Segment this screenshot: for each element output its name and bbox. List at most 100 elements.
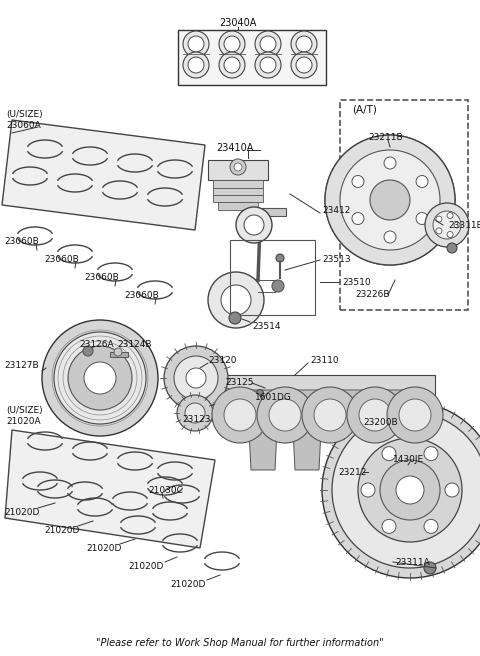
Circle shape (370, 180, 410, 220)
Circle shape (382, 520, 396, 533)
Circle shape (425, 203, 469, 247)
Circle shape (244, 215, 264, 235)
Circle shape (296, 57, 312, 73)
Circle shape (447, 213, 453, 218)
Circle shape (186, 368, 206, 388)
Circle shape (424, 447, 438, 461)
Text: 23110: 23110 (310, 356, 338, 365)
Text: (U/SIZE): (U/SIZE) (6, 110, 43, 119)
Bar (213, 195, 263, 202)
Text: 21030C: 21030C (148, 486, 183, 495)
Circle shape (424, 562, 436, 574)
Text: 23125: 23125 (225, 378, 253, 387)
Circle shape (361, 483, 375, 497)
Circle shape (436, 216, 442, 222)
Polygon shape (5, 430, 215, 548)
Text: 21020D: 21020D (4, 508, 39, 517)
Text: 23126A: 23126A (79, 340, 114, 349)
Bar (258, 208, 286, 216)
Circle shape (219, 52, 245, 78)
Text: (U/SIZE): (U/SIZE) (6, 406, 43, 415)
Circle shape (291, 52, 317, 78)
Text: 21020D: 21020D (170, 580, 205, 589)
Text: 21020D: 21020D (44, 526, 79, 535)
Circle shape (236, 207, 272, 243)
Circle shape (322, 402, 480, 578)
Circle shape (399, 399, 431, 431)
Bar (178, 30, 326, 85)
Circle shape (208, 272, 264, 328)
Circle shape (276, 254, 284, 262)
Text: 23514: 23514 (252, 322, 280, 331)
Circle shape (260, 57, 276, 73)
Text: 23060B: 23060B (4, 237, 39, 246)
Circle shape (83, 346, 93, 356)
Text: 23212: 23212 (338, 468, 366, 477)
Circle shape (387, 387, 443, 443)
Circle shape (68, 346, 132, 410)
Text: 23412: 23412 (322, 206, 350, 215)
Bar (218, 202, 258, 210)
Circle shape (358, 438, 462, 542)
Circle shape (447, 232, 453, 237)
Circle shape (332, 412, 480, 568)
Bar (213, 180, 263, 188)
Circle shape (447, 243, 457, 253)
Circle shape (114, 348, 122, 356)
Text: 23311A: 23311A (395, 558, 430, 567)
Circle shape (380, 460, 440, 520)
Text: 23410A: 23410A (216, 143, 254, 153)
Circle shape (234, 163, 242, 171)
Circle shape (302, 387, 358, 443)
Text: 23200B: 23200B (363, 418, 397, 427)
Bar (220, 375, 435, 435)
Text: 21020D: 21020D (128, 562, 163, 571)
Text: 23510: 23510 (342, 278, 371, 287)
Circle shape (272, 280, 284, 292)
Circle shape (255, 52, 281, 78)
Circle shape (445, 483, 459, 497)
Circle shape (188, 36, 204, 52)
Circle shape (416, 213, 428, 224)
Circle shape (347, 387, 403, 443)
Circle shape (359, 399, 391, 431)
Circle shape (325, 135, 455, 265)
Circle shape (384, 231, 396, 243)
Circle shape (382, 447, 396, 461)
Circle shape (352, 176, 364, 188)
Circle shape (84, 362, 116, 394)
Circle shape (291, 31, 317, 57)
Text: 23060B: 23060B (124, 291, 159, 300)
Text: 23124B: 23124B (117, 340, 152, 349)
Circle shape (188, 57, 204, 73)
Text: 23060A: 23060A (6, 121, 41, 130)
Polygon shape (293, 390, 321, 430)
Circle shape (454, 222, 460, 228)
Circle shape (256, 390, 264, 396)
Text: 21020A: 21020A (6, 417, 41, 426)
Circle shape (212, 387, 268, 443)
Circle shape (396, 476, 424, 504)
Polygon shape (382, 430, 410, 470)
Circle shape (314, 399, 346, 431)
Text: 21020D: 21020D (86, 544, 121, 553)
Text: 23040A: 23040A (219, 18, 257, 28)
Circle shape (219, 31, 245, 57)
Text: 23060B: 23060B (84, 273, 119, 282)
Circle shape (296, 36, 312, 52)
Circle shape (183, 31, 209, 57)
Text: (A/T): (A/T) (352, 105, 377, 115)
Text: 23127B: 23127B (4, 361, 38, 370)
Circle shape (255, 31, 281, 57)
Bar (208, 160, 268, 180)
Circle shape (54, 332, 146, 424)
Circle shape (221, 285, 251, 315)
Circle shape (185, 403, 205, 423)
Circle shape (384, 157, 396, 169)
Text: 23513: 23513 (322, 255, 350, 264)
Polygon shape (293, 430, 321, 470)
Circle shape (224, 399, 256, 431)
Text: 23123: 23123 (182, 415, 211, 424)
Circle shape (174, 356, 218, 400)
Circle shape (164, 346, 228, 410)
